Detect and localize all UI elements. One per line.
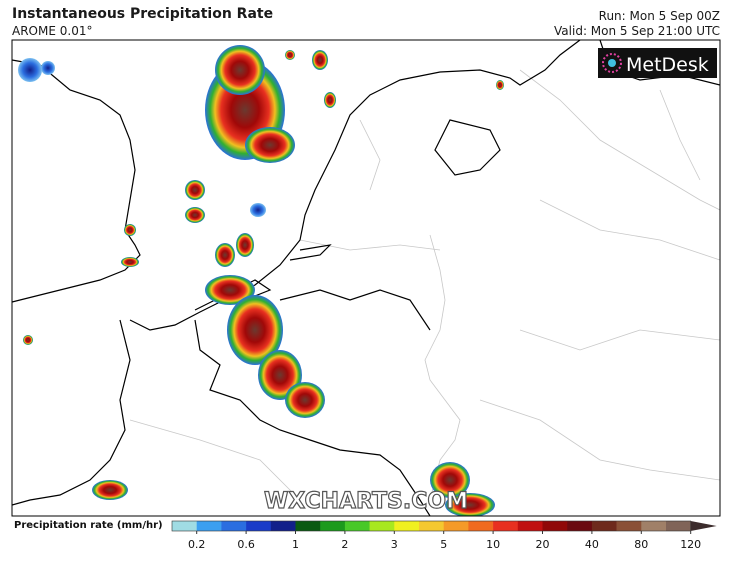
model: AROME 0.01°	[12, 24, 93, 38]
colorbar-tick-label: 0.6	[237, 538, 255, 551]
colorbar-segment	[419, 521, 444, 531]
colorbar-tick-label: 5	[440, 538, 447, 551]
borders	[129, 69, 720, 501]
colorbar-outline	[171, 520, 692, 532]
colorbar-segment	[246, 521, 272, 531]
colorbar-segment	[369, 521, 395, 531]
colorbar-segment	[344, 521, 370, 531]
colorbar-segment	[172, 521, 197, 531]
colorbar-segment	[443, 521, 469, 531]
colorbar-tick-label: 0.2	[188, 538, 206, 551]
colorbar-segment	[196, 521, 222, 531]
colorbar-segment	[468, 521, 494, 531]
logo: MetDesk	[626, 54, 709, 76]
watermark: WXCHARTS.COM	[264, 489, 468, 514]
colorbar-segment	[320, 521, 346, 531]
colorbar-segment	[591, 521, 617, 531]
colorbar-tick-label: 2	[341, 538, 348, 551]
colorbar-label: Precipitation rate (mm/hr)	[14, 520, 163, 531]
colorbar-arrow	[690, 521, 717, 531]
logo-icon	[602, 53, 622, 73]
colorbar-tick-label: 40	[585, 538, 599, 551]
colorbar-tick-label: 120	[680, 538, 701, 551]
colorbar-tick-label: 80	[634, 538, 648, 551]
map-content	[12, 40, 720, 516]
colorbar: 0.2 0.6 1 2 3 5 10 20 40 80 120	[171, 520, 717, 551]
colorbar-segment	[295, 521, 321, 531]
colorbar-tick-label: 10	[486, 538, 500, 551]
colorbar-segment	[542, 521, 568, 531]
colorbar-segment	[270, 521, 296, 531]
valid-time: Valid: Mon 5 Sep 21:00 UTC	[554, 24, 720, 38]
colorbar-tick-label: 20	[536, 538, 550, 551]
colorbar-segment	[616, 521, 642, 531]
map-frame	[11, 39, 721, 517]
colorbar-segment	[666, 521, 691, 531]
title: Instantaneous Precipitation Rate	[12, 6, 274, 22]
colorbar-segment	[517, 521, 543, 531]
colorbar-segment	[567, 521, 593, 531]
colorbar-segment	[394, 521, 420, 531]
precipitation	[18, 45, 504, 516]
colorbar-tick-label: 1	[292, 538, 299, 551]
colorbar-tick-label: 3	[391, 538, 398, 551]
logo-box	[598, 48, 717, 78]
colorbar-segment	[221, 521, 247, 531]
colorbar-segment	[493, 521, 519, 531]
coastlines	[12, 40, 720, 516]
colorbar-segment	[641, 521, 667, 531]
run-time: Run: Mon 5 Sep 00Z	[598, 9, 720, 23]
